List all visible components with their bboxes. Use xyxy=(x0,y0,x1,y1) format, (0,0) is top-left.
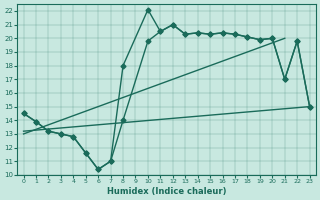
X-axis label: Humidex (Indice chaleur): Humidex (Indice chaleur) xyxy=(107,187,226,196)
